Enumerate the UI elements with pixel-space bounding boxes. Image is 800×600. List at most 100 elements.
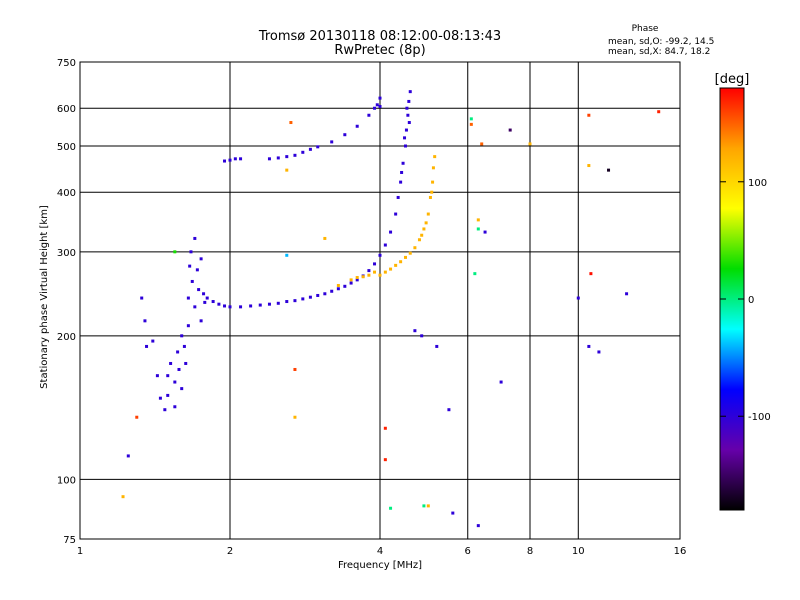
data-point-o xyxy=(404,128,408,132)
data-point-x xyxy=(424,221,428,225)
stats-line-o: mean, sd,O: -99.2, 14.5 xyxy=(608,37,714,47)
data-point-o xyxy=(413,329,417,333)
data-point-o xyxy=(223,304,227,308)
y-tick-label: 300 xyxy=(57,248,76,259)
data-point-o xyxy=(126,454,130,458)
data-point-o xyxy=(233,157,237,161)
data-point-o xyxy=(189,250,193,254)
data-point-o xyxy=(483,230,487,234)
data-point-x xyxy=(528,142,532,146)
data-point-x xyxy=(422,227,426,231)
data-point-o xyxy=(343,133,347,137)
y-tick-label: 200 xyxy=(57,332,76,343)
data-point-x xyxy=(431,166,435,170)
data-point-o xyxy=(193,236,197,240)
data-point-o xyxy=(267,157,271,161)
data-point-o xyxy=(180,334,184,338)
data-point-o xyxy=(228,305,232,309)
y-tick-label: 75 xyxy=(63,535,76,546)
chart-subtitle: RwPretec (8p) xyxy=(334,43,425,58)
data-point-o xyxy=(285,155,289,159)
data-point-o xyxy=(217,302,221,306)
data-point-o xyxy=(355,124,359,128)
data-point-o xyxy=(169,361,173,365)
data-point-scatter xyxy=(383,426,387,430)
data-point-o xyxy=(383,243,387,247)
data-point-o xyxy=(177,367,181,371)
data-point-x xyxy=(389,267,393,271)
data-point-x xyxy=(476,218,480,222)
data-point-o xyxy=(301,150,305,154)
data-point-o xyxy=(276,301,280,305)
data-point-o xyxy=(190,279,194,283)
data-point-o xyxy=(401,161,405,165)
y-tick-label: 400 xyxy=(57,188,76,199)
y-axis-label: Stationary phase Virtual Height [km] xyxy=(39,205,50,389)
data-point-x xyxy=(293,415,297,419)
data-point-o xyxy=(373,262,377,266)
data-point-o xyxy=(403,136,407,140)
data-point-o xyxy=(195,268,199,272)
data-point-x xyxy=(428,195,432,199)
data-point-o xyxy=(293,299,297,303)
data-point-o xyxy=(176,350,180,354)
data-point-o xyxy=(285,300,289,304)
data-point-o xyxy=(223,159,227,163)
data-point-o xyxy=(293,153,297,157)
data-point-o xyxy=(166,374,170,378)
data-point-scatter xyxy=(657,110,661,114)
data-point-o xyxy=(330,140,334,144)
data-point-scatter xyxy=(135,415,139,419)
data-point-o xyxy=(435,344,439,348)
data-point-x xyxy=(413,246,417,250)
data-point-scatter xyxy=(508,128,512,132)
data-point-o xyxy=(228,158,232,162)
data-point-o xyxy=(316,293,320,297)
data-point-o xyxy=(316,145,320,149)
data-point-x xyxy=(373,270,377,274)
data-point-o xyxy=(375,103,379,107)
data-point-scatter xyxy=(589,272,593,276)
data-point-x xyxy=(431,180,435,184)
data-point-o xyxy=(367,113,371,117)
data-point-x xyxy=(408,251,412,255)
data-point-x xyxy=(587,164,591,168)
data-point-o xyxy=(249,304,253,308)
data-point-o xyxy=(373,106,377,110)
data-point-o xyxy=(239,157,243,161)
data-point-o xyxy=(396,195,400,199)
data-point-x xyxy=(420,233,424,237)
x-tick-label: 4 xyxy=(377,546,383,557)
data-point-o xyxy=(163,408,167,412)
data-point-scatter xyxy=(285,253,289,257)
data-point-o xyxy=(267,302,271,306)
data-point-o xyxy=(451,511,455,515)
data-point-o xyxy=(276,156,280,160)
data-point-o xyxy=(349,281,353,285)
data-point-o xyxy=(389,230,393,234)
data-point-o xyxy=(145,344,149,348)
data-point-o xyxy=(186,324,190,328)
data-point-o xyxy=(378,105,382,109)
data-point-o xyxy=(407,99,411,103)
data-point-o xyxy=(258,303,262,307)
data-point-scatter xyxy=(587,113,591,117)
colorbar-tick-label: -100 xyxy=(748,412,771,423)
data-point-o xyxy=(308,295,312,299)
data-point-scatter xyxy=(383,458,387,462)
data-point-o xyxy=(336,287,340,291)
data-point-o xyxy=(406,113,410,117)
data-point-o xyxy=(180,387,184,391)
stats-line-x: mean, sd,X: 84.7, 18.2 xyxy=(608,47,710,57)
data-point-x xyxy=(417,238,421,242)
data-point-o xyxy=(140,296,144,300)
x-tick-label: 8 xyxy=(527,546,533,557)
x-axis-label: Frequency [MHz] xyxy=(338,560,422,571)
y-tick-label: 500 xyxy=(57,142,76,153)
data-point-o xyxy=(143,319,147,323)
data-point-o xyxy=(151,339,155,343)
data-point-scatter xyxy=(607,168,611,172)
data-point-o xyxy=(625,292,629,296)
data-point-scatter xyxy=(389,506,393,510)
data-point-o xyxy=(597,350,601,354)
